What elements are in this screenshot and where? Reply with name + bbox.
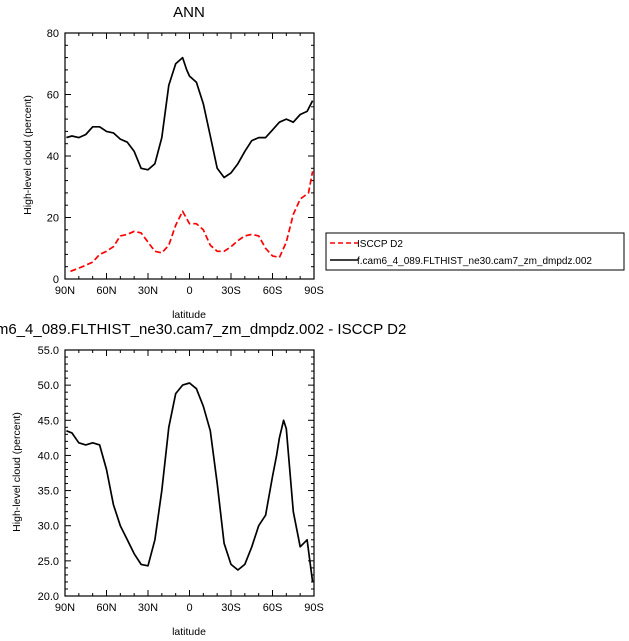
y-tick-label: 20.0 [38, 591, 59, 603]
x-tick-label: 60N [96, 602, 116, 614]
y-tick-label: 30.0 [38, 521, 59, 533]
x-tick-label: 30N [138, 285, 158, 297]
y-tick-label: 40 [47, 151, 59, 163]
y-tick-label: 45.0 [38, 415, 59, 427]
x-tick-label: 90N [55, 285, 75, 297]
chart-difference: f.cam6_4_089.FLTHIST_ne30.cam7_zm_dmpdz.… [0, 321, 406, 638]
chart-annual-mean: ANN High-level cloud (percent) latitude … [22, 4, 324, 321]
x-axis-label: latitude [172, 309, 206, 321]
x-tick-label: 90S [304, 602, 324, 614]
x-tick-label: 60N [96, 285, 116, 297]
chart-title: ANN [173, 4, 205, 21]
legend-box [325, 232, 625, 271]
x-tick-label: 90S [304, 285, 324, 297]
x-tick-label: 30N [138, 602, 158, 614]
legend: ISCCP D2 f.cam6_4_089.FLTHIST_ne30.cam7_… [325, 232, 625, 271]
series-line-isccp-d2 [70, 171, 314, 273]
legend-label-model: f.cam6_4_089.FLTHIST_ne30.cam7_zm_dmpdz.… [357, 256, 592, 267]
x-tick-label: 0 [186, 285, 192, 297]
y-tick-label: 80 [47, 28, 59, 40]
x-tick-label: 90N [55, 602, 75, 614]
y-tick-label: 0 [53, 274, 59, 286]
y-tick-label: 60 [47, 90, 59, 102]
legend-label-isccp: ISCCP D2 [357, 239, 403, 250]
y-tick-label: 55.0 [38, 345, 59, 357]
x-axis-label: latitude [172, 626, 206, 638]
x-tick-label: 30S [221, 602, 241, 614]
series-line-model [66, 382, 314, 583]
x-tick-label: 30S [221, 285, 241, 297]
y-tick-label: 25.0 [38, 556, 59, 568]
x-tick-label: 60S [263, 285, 283, 297]
y-tick-label: 50.0 [38, 380, 59, 392]
y-axis-label: High-level cloud (percent) [22, 95, 34, 215]
chart-title: f.cam6_4_089.FLTHIST_ne30.cam7_zm_dmpdz.… [0, 321, 406, 338]
series-line-model [66, 56, 314, 179]
plot-frame [64, 349, 315, 597]
y-tick-label: 20 [47, 213, 59, 225]
y-axis-label: High-level cloud (percent) [11, 412, 23, 532]
y-tick-label: 35.0 [38, 486, 59, 498]
y-tick-label: 40.0 [38, 450, 59, 462]
plot-frame [64, 32, 315, 280]
x-tick-label: 60S [263, 602, 283, 614]
x-tick-label: 0 [186, 602, 192, 614]
